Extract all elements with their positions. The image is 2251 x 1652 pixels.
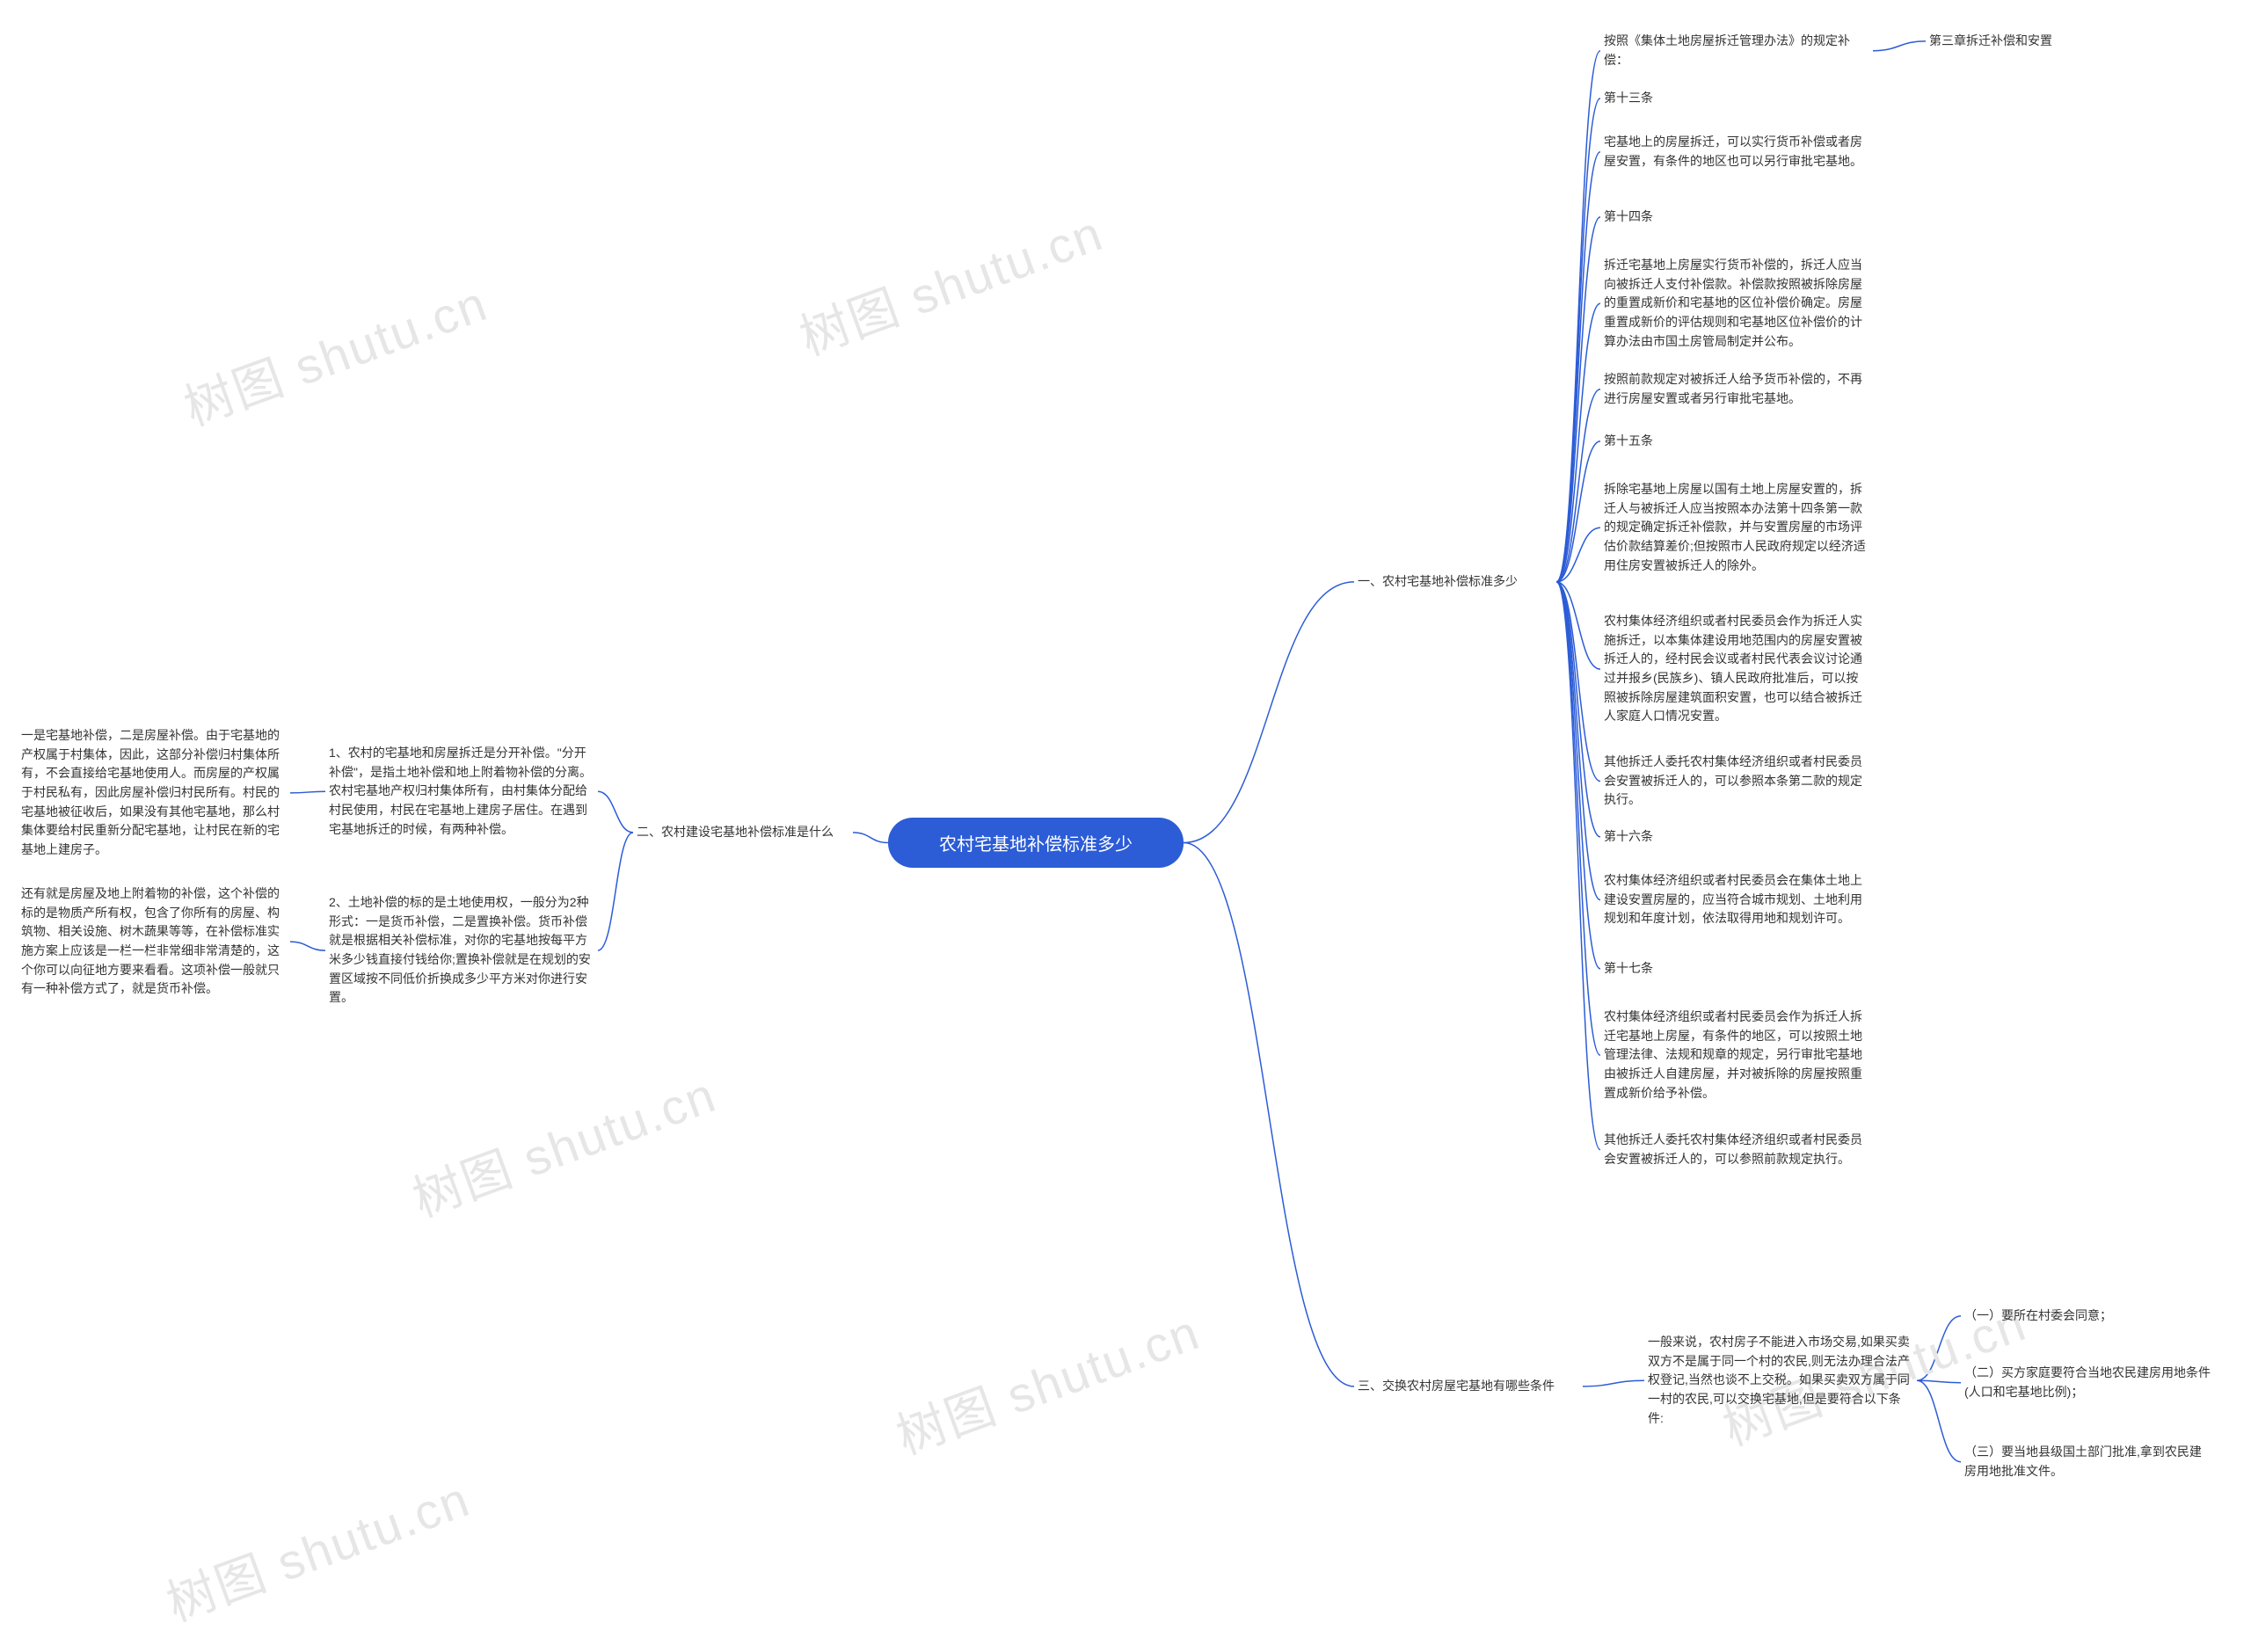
watermark: 树图 shutu.cn [156, 1460, 478, 1636]
branch-b2[interactable]: 二、农村建设宅基地补偿标准是什么 [633, 818, 853, 848]
node-b3c1b[interactable]: （二）买方家庭要符合当地农民建房用地条件(人口和宅基地比例)； [1961, 1358, 2225, 1407]
node-b1c11[interactable]: 第十六条 [1600, 822, 1671, 852]
node-b1c5-label: 拆迁宅基地上房屋实行货币补偿的，拆迁人应当向被拆迁人支付补偿款。补偿款按照被拆除… [1600, 251, 1873, 356]
node-b2c1a[interactable]: 一是宅基地补偿，二是房屋补偿。由于宅基地的产权属于村集体，因此，这部分补偿归村集… [18, 721, 290, 865]
node-b1c4[interactable]: 第十四条 [1600, 202, 1671, 232]
node-b2c2[interactable]: 2、土地补偿的标的是土地使用权，一般分为2种形式：一是货币补偿，二是置换补偿。货… [325, 888, 598, 1013]
node-b1c2-label: 第十三条 [1600, 84, 1671, 113]
node-b2c2a[interactable]: 还有就是房屋及地上附着物的补偿，这个补偿的标的是物质产所有权，包含了你所有的房屋… [18, 879, 290, 1004]
branch-b1[interactable]: 一、农村宅基地补偿标准多少 [1354, 567, 1556, 597]
node-b1c5[interactable]: 拆迁宅基地上房屋实行货币补偿的，拆迁人应当向被拆迁人支付补偿款。补偿款按照被拆除… [1600, 251, 1873, 356]
node-b1c12-label: 农村集体经济组织或者村民委员会在集体土地上建设安置房屋的，应当符合城市规划、土地… [1600, 866, 1873, 934]
node-b1c7-label: 第十五条 [1600, 426, 1671, 456]
node-b1c12[interactable]: 农村集体经济组织或者村民委员会在集体土地上建设安置房屋的，应当符合城市规划、土地… [1600, 866, 1873, 934]
node-b3c1-label: 一般来说，农村房子不能进入市场交易,如果买卖双方不是属于同一个村的农民,则无法办… [1644, 1328, 1917, 1433]
node-b1c4-label: 第十四条 [1600, 202, 1671, 232]
node-b2c1a-label: 一是宅基地补偿，二是房屋补偿。由于宅基地的产权属于村集体，因此，这部分补偿归村集… [18, 721, 290, 865]
branch-b3[interactable]: 三、交换农村房屋宅基地有哪些条件 [1354, 1372, 1583, 1401]
node-b1c14-label: 农村集体经济组织或者村民委员会作为拆迁人拆迁宅基地上房屋，有条件的地区，可以按照… [1600, 1002, 1873, 1108]
branch-b1-label: 一、农村宅基地补偿标准多少 [1354, 567, 1556, 597]
node-b1c6-label: 按照前款规定对被拆迁人给予货币补偿的，不再进行房屋安置或者另行审批宅基地。 [1600, 365, 1873, 413]
watermark: 树图 shutu.cn [402, 1056, 725, 1232]
node-b1c10-label: 其他拆迁人委托农村集体经济组织或者村民委员会安置被拆迁人的，可以参照本条第二款的… [1600, 747, 1873, 815]
node-b3c1b-label: （二）买方家庭要符合当地农民建房用地条件(人口和宅基地比例)； [1961, 1358, 2225, 1407]
node-b1c13-label: 第十七条 [1600, 954, 1671, 984]
node-b2c1-label: 1、农村的宅基地和房屋拆迁是分开补偿。"分开补偿"，是指土地补偿和地上附着物补偿… [325, 739, 598, 844]
node-b1c1-label: 按照《集体土地房屋拆迁管理办法》的规定补偿： [1600, 26, 1873, 75]
node-b1c2[interactable]: 第十三条 [1600, 84, 1671, 113]
node-b3c1a-label: （一）要所在村委会同意； [1961, 1301, 2154, 1331]
mindmap-canvas: 树图 shutu.cn 树图 shutu.cn 树图 shutu.cn 树图 shut… [0, 0, 2251, 1652]
center-label: 农村宅基地补偿标准多少 [939, 835, 1133, 855]
watermark: 树图 shutu.cn [789, 194, 1111, 370]
node-b1c14[interactable]: 农村集体经济组织或者村民委员会作为拆迁人拆迁宅基地上房屋，有条件的地区，可以按照… [1600, 1002, 1873, 1108]
node-b3c1c[interactable]: （三）要当地县级国土部门批准,拿到农民建房用地批准文件。 [1961, 1437, 2207, 1486]
node-b1c3[interactable]: 宅基地上的房屋拆迁，可以实行货币补偿或者房屋安置，有条件的地区也可以另行审批宅基… [1600, 127, 1873, 176]
node-b1c1a-label: 第三章拆迁补偿和安置 [1926, 26, 2102, 56]
node-b1c13[interactable]: 第十七条 [1600, 954, 1671, 984]
node-b2c1[interactable]: 1、农村的宅基地和房屋拆迁是分开补偿。"分开补偿"，是指土地补偿和地上附着物补偿… [325, 739, 598, 844]
node-b1c1[interactable]: 按照《集体土地房屋拆迁管理办法》的规定补偿： [1600, 26, 1873, 75]
node-b1c8[interactable]: 拆除宅基地上房屋以国有土地上房屋安置的，拆迁人与被拆迁人应当按照本办法第十四条第… [1600, 475, 1873, 580]
branch-b3-label: 三、交换农村房屋宅基地有哪些条件 [1354, 1372, 1583, 1401]
node-b1c15[interactable]: 其他拆迁人委托农村集体经济组织或者村民委员会安置被拆迁人的，可以参照前款规定执行… [1600, 1125, 1873, 1174]
node-b1c10[interactable]: 其他拆迁人委托农村集体经济组织或者村民委员会安置被拆迁人的，可以参照本条第二款的… [1600, 747, 1873, 815]
node-b1c1a[interactable]: 第三章拆迁补偿和安置 [1926, 26, 2102, 56]
node-b1c7[interactable]: 第十五条 [1600, 426, 1671, 456]
node-b1c15-label: 其他拆迁人委托农村集体经济组织或者村民委员会安置被拆迁人的，可以参照前款规定执行… [1600, 1125, 1873, 1174]
node-b2c2-label: 2、土地补偿的标的是土地使用权，一般分为2种形式：一是货币补偿，二是置换补偿。货… [325, 888, 598, 1013]
node-b1c6[interactable]: 按照前款规定对被拆迁人给予货币补偿的，不再进行房屋安置或者另行审批宅基地。 [1600, 365, 1873, 413]
node-b3c1[interactable]: 一般来说，农村房子不能进入市场交易,如果买卖双方不是属于同一个村的农民,则无法办… [1644, 1328, 1917, 1433]
node-b1c9-label: 农村集体经济组织或者村民委员会作为拆迁人实施拆迁，以本集体建设用地范围内的房屋安… [1600, 607, 1873, 731]
node-b1c8-label: 拆除宅基地上房屋以国有土地上房屋安置的，拆迁人与被拆迁人应当按照本办法第十四条第… [1600, 475, 1873, 580]
node-b1c3-label: 宅基地上的房屋拆迁，可以实行货币补偿或者房屋安置，有条件的地区也可以另行审批宅基… [1600, 127, 1873, 176]
node-b2c2a-label: 还有就是房屋及地上附着物的补偿，这个补偿的标的是物质产所有权，包含了你所有的房屋… [18, 879, 290, 1004]
branch-b2-label: 二、农村建设宅基地补偿标准是什么 [633, 818, 853, 848]
node-b3c1a[interactable]: （一）要所在村委会同意； [1961, 1301, 2154, 1331]
watermark: 树图 shutu.cn [885, 1293, 1208, 1469]
node-b1c9[interactable]: 农村集体经济组织或者村民委员会作为拆迁人实施拆迁，以本集体建设用地范围内的房屋安… [1600, 607, 1873, 731]
node-b1c11-label: 第十六条 [1600, 822, 1671, 852]
center-node[interactable]: 农村宅基地补偿标准多少 [888, 818, 1184, 868]
watermark: 树图 shutu.cn [173, 265, 496, 440]
node-b3c1c-label: （三）要当地县级国土部门批准,拿到农民建房用地批准文件。 [1961, 1437, 2207, 1486]
